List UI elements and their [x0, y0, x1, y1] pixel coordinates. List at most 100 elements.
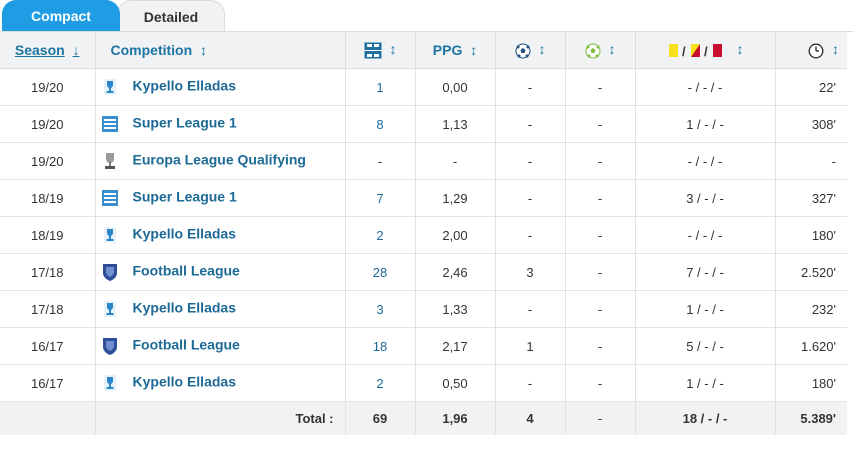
football-league-shield-icon[interactable]: [96, 262, 133, 282]
competition-link[interactable]: Kypello Elladas: [132, 373, 236, 390]
season-cell: 18/19: [0, 216, 95, 254]
europa-league-trophy-icon[interactable]: [96, 151, 133, 171]
cards-cell: - / - / -: [634, 216, 775, 254]
sort-icon[interactable]: ↕: [832, 41, 839, 58]
kypello-elladas-trophy-icon[interactable]: [96, 299, 133, 319]
competition-link[interactable]: Super League 1: [132, 114, 237, 131]
table-row: 17/18 Football League 28 2,46 3-7 / - / -2.5…: [0, 253, 847, 291]
cards-icon[interactable]: / /: [667, 43, 729, 59]
cards-cell: - / - / -: [634, 142, 775, 180]
super-league-1-logo-icon[interactable]: [96, 114, 133, 134]
ppg-cell: 1,13: [414, 105, 495, 143]
competition-header-label[interactable]: Competition: [110, 42, 193, 58]
ppg-cell: 2,46: [414, 253, 495, 291]
competition-cell: Kypello Elladas: [94, 290, 345, 328]
ppg-cell: 2,17: [414, 327, 495, 365]
column-header-ppg[interactable]: PPG ↕: [414, 32, 495, 69]
appearances-cell[interactable]: 18: [344, 327, 415, 365]
total-label: Total :: [94, 401, 345, 435]
assists-cell: -: [564, 364, 635, 402]
goals-cell: -: [494, 68, 565, 106]
sort-icon[interactable]: ↕: [389, 41, 397, 58]
sort-icon[interactable]: ↕: [608, 41, 616, 58]
competition-cell: Kypello Elladas: [94, 216, 345, 254]
column-header-cards[interactable]: / / ↕: [634, 32, 775, 69]
kypello-elladas-trophy-icon[interactable]: [96, 77, 133, 97]
season-cell: 19/20: [0, 68, 95, 106]
competition-link[interactable]: Super League 1: [132, 188, 237, 205]
competition-link[interactable]: Kypello Elladas: [132, 299, 236, 316]
competition-link[interactable]: Football League: [132, 262, 240, 279]
assists-cell: -: [564, 68, 635, 106]
stats-table: Season ↓ Competition ↕ ↕ PPG ↕: [0, 32, 847, 435]
minutes-cell: 327': [774, 179, 847, 217]
sort-desc-icon[interactable]: ↓: [72, 42, 80, 58]
tab-divider: [0, 31, 853, 32]
competition-link[interactable]: Kypello Elladas: [132, 77, 236, 94]
table-row: 17/18 Kypello Elladas 3 1,33- -1 / - / -232': [0, 290, 847, 328]
competition-cell: Football League: [94, 253, 345, 291]
season-cell: 19/20: [0, 105, 95, 143]
season-header-label[interactable]: Season: [14, 42, 65, 58]
cards-cell: 1 / - / -: [634, 364, 775, 402]
cards-cell: - / - / -: [634, 68, 775, 106]
goals-cell: -: [494, 105, 565, 143]
super-league-1-logo-icon[interactable]: [96, 188, 133, 208]
appearances-cell[interactable]: 2: [344, 216, 415, 254]
tab-detailed[interactable]: Detailed: [117, 0, 225, 31]
sort-icon[interactable]: ↕: [470, 42, 478, 58]
competition-link[interactable]: Europa League Qualifying: [132, 151, 306, 168]
assists-cell: -: [564, 142, 635, 180]
table-row: 19/20 Kypello Elladas 1 0,00- - - / - / -22': [0, 68, 847, 106]
ppg-cell: 2,00: [414, 216, 495, 254]
football-league-shield-icon[interactable]: [96, 336, 133, 356]
tab-bar: Detailed Compact: [0, 0, 853, 32]
column-header-season[interactable]: Season ↓: [0, 32, 95, 69]
appearances-cell[interactable]: 1: [344, 68, 415, 106]
total-goals: 4: [494, 401, 565, 435]
column-header-assists[interactable]: ↕: [564, 32, 635, 69]
assists-cell: -: [564, 179, 635, 217]
total-assists: -: [564, 401, 635, 435]
table-row: 16/17 Football League 18 2,17 1-5 / - / -1.6…: [0, 327, 847, 365]
appearances-cell[interactable]: 28: [344, 253, 415, 291]
ppg-cell: -: [414, 142, 495, 180]
total-cards: 18 / - / -: [634, 401, 775, 435]
column-header-goals[interactable]: ↕: [494, 32, 565, 69]
ppg-header-label[interactable]: PPG: [432, 42, 463, 58]
competition-link[interactable]: Football League: [132, 336, 240, 353]
table-row: 16/17 Kypello Elladas 2 0,50- -1 / - / -180': [0, 364, 847, 402]
tab-compact[interactable]: Compact: [2, 0, 120, 31]
appearances-cell: -: [344, 142, 415, 180]
sort-icon[interactable]: ↕: [736, 41, 744, 58]
football-icon[interactable]: [515, 43, 531, 59]
pitch-lineup-icon[interactable]: [364, 42, 382, 59]
minutes-cell: 2.520': [774, 253, 847, 291]
cards-cell: 7 / - / -: [634, 253, 775, 291]
assists-cell: -: [564, 327, 635, 365]
assist-ball-icon[interactable]: [585, 43, 601, 59]
kypello-elladas-trophy-icon[interactable]: [96, 373, 133, 393]
season-cell: 17/18: [0, 290, 95, 328]
appearances-cell[interactable]: 8: [344, 105, 415, 143]
column-header-appearances[interactable]: ↕: [344, 32, 415, 69]
minutes-cell: 1.620': [774, 327, 847, 365]
assists-cell: -: [564, 105, 635, 143]
appearances-cell[interactable]: 3: [344, 290, 415, 328]
sort-icon[interactable]: ↕: [538, 41, 546, 58]
competition-link[interactable]: Kypello Elladas: [132, 225, 236, 242]
column-header-competition[interactable]: Competition ↕: [94, 32, 345, 69]
total-apps: 69: [344, 401, 415, 435]
svg-text:/: /: [682, 44, 686, 59]
appearances-cell[interactable]: 2: [344, 364, 415, 402]
clock-icon[interactable]: [808, 43, 824, 59]
minutes-cell: -: [774, 142, 847, 180]
kypello-elladas-trophy-icon[interactable]: [96, 225, 133, 245]
sort-icon[interactable]: ↕: [200, 42, 208, 58]
column-header-minutes[interactable]: ↕: [774, 32, 847, 69]
appearances-cell[interactable]: 7: [344, 179, 415, 217]
competition-cell: Super League 1: [94, 179, 345, 217]
minutes-cell: 232': [774, 290, 847, 328]
cards-cell: 1 / - / -: [634, 105, 775, 143]
competition-cell: Kypello Elladas: [94, 364, 345, 402]
